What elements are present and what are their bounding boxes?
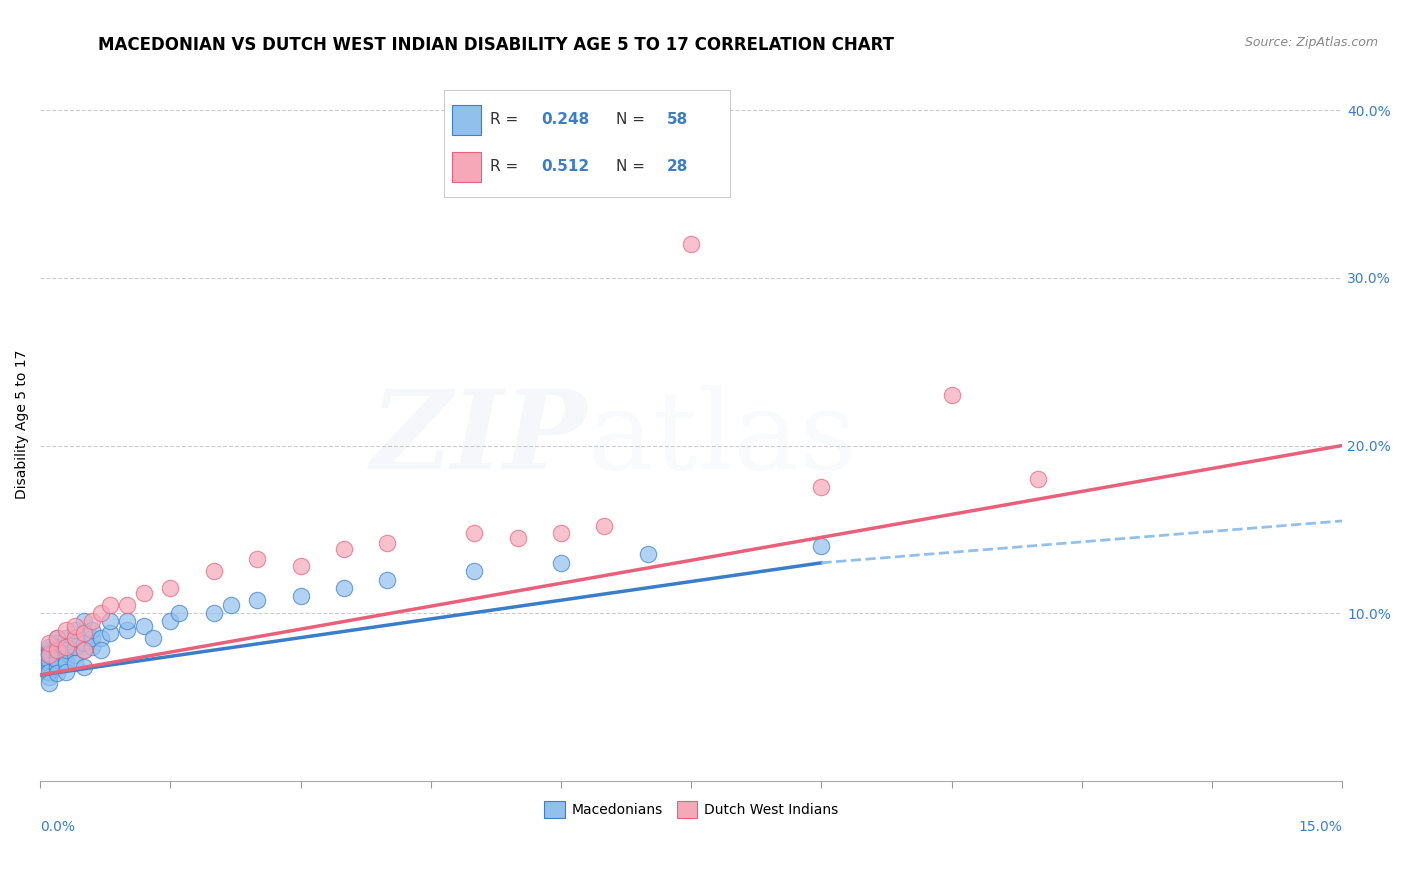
Point bbox=[38, 676, 60, 690]
Point bbox=[38, 643, 60, 657]
Text: atlas: atlas bbox=[588, 385, 856, 492]
Point bbox=[375, 573, 398, 587]
Point bbox=[115, 598, 138, 612]
Point bbox=[593, 519, 616, 533]
Point bbox=[82, 615, 104, 629]
Point bbox=[46, 651, 69, 665]
Text: 15.0%: 15.0% bbox=[1298, 820, 1343, 834]
Point bbox=[333, 581, 356, 595]
Point bbox=[46, 666, 69, 681]
Point bbox=[941, 388, 963, 402]
Point bbox=[90, 631, 112, 645]
Point bbox=[159, 581, 181, 595]
Point bbox=[82, 631, 104, 645]
Point bbox=[98, 626, 121, 640]
Point bbox=[46, 653, 69, 667]
Text: ZIP: ZIP bbox=[370, 385, 588, 492]
Point bbox=[1028, 472, 1050, 486]
Point bbox=[98, 615, 121, 629]
Point bbox=[63, 657, 86, 671]
Point bbox=[90, 606, 112, 620]
Point bbox=[55, 623, 77, 637]
Point bbox=[55, 653, 77, 667]
Point bbox=[98, 598, 121, 612]
Point bbox=[38, 659, 60, 673]
Point bbox=[46, 643, 69, 657]
Point bbox=[55, 643, 77, 657]
Point bbox=[38, 640, 60, 654]
Point bbox=[55, 646, 77, 660]
Y-axis label: Disability Age 5 to 17: Disability Age 5 to 17 bbox=[15, 350, 30, 500]
Point bbox=[38, 648, 60, 662]
Text: MACEDONIAN VS DUTCH WEST INDIAN DISABILITY AGE 5 TO 17 CORRELATION CHART: MACEDONIAN VS DUTCH WEST INDIAN DISABILI… bbox=[98, 36, 894, 54]
Point bbox=[63, 640, 86, 654]
Point bbox=[46, 636, 69, 650]
Point bbox=[38, 646, 60, 660]
Point bbox=[90, 643, 112, 657]
Point bbox=[63, 623, 86, 637]
Point bbox=[463, 564, 485, 578]
Point bbox=[506, 531, 529, 545]
Text: 0.0%: 0.0% bbox=[41, 820, 75, 834]
Point bbox=[38, 648, 60, 662]
Point bbox=[246, 552, 269, 566]
Point bbox=[72, 659, 94, 673]
Point bbox=[167, 606, 190, 620]
Point bbox=[134, 619, 156, 633]
Point bbox=[38, 653, 60, 667]
Point bbox=[142, 631, 165, 645]
Point bbox=[246, 592, 269, 607]
Point bbox=[375, 535, 398, 549]
Point bbox=[681, 237, 703, 252]
Point bbox=[810, 480, 832, 494]
Point bbox=[219, 598, 242, 612]
Point bbox=[38, 670, 60, 684]
Point bbox=[72, 626, 94, 640]
Point bbox=[55, 631, 77, 645]
Point bbox=[38, 636, 60, 650]
Point bbox=[46, 657, 69, 671]
Point bbox=[38, 665, 60, 679]
Point bbox=[202, 564, 225, 578]
Point bbox=[550, 525, 572, 540]
Point bbox=[63, 631, 86, 645]
Point bbox=[72, 615, 94, 629]
Point bbox=[637, 548, 659, 562]
Point bbox=[63, 631, 86, 645]
Point bbox=[115, 615, 138, 629]
Point bbox=[55, 640, 77, 654]
Point bbox=[290, 559, 312, 574]
Point bbox=[202, 606, 225, 620]
Point bbox=[550, 556, 572, 570]
Point bbox=[55, 665, 77, 679]
Point bbox=[115, 623, 138, 637]
Point bbox=[72, 636, 94, 650]
Point bbox=[55, 657, 77, 671]
Point bbox=[46, 631, 69, 645]
Point bbox=[463, 525, 485, 540]
Point bbox=[63, 619, 86, 633]
Point bbox=[82, 640, 104, 654]
Point bbox=[72, 643, 94, 657]
Point bbox=[810, 539, 832, 553]
Point bbox=[38, 657, 60, 671]
Point bbox=[159, 615, 181, 629]
Point bbox=[72, 643, 94, 657]
Point bbox=[46, 659, 69, 673]
Point bbox=[134, 586, 156, 600]
Point bbox=[46, 631, 69, 645]
Legend: Macedonians, Dutch West Indians: Macedonians, Dutch West Indians bbox=[538, 796, 844, 823]
Point bbox=[333, 542, 356, 557]
Point bbox=[290, 590, 312, 604]
Point bbox=[46, 640, 69, 654]
Point bbox=[82, 623, 104, 637]
Point bbox=[46, 646, 69, 660]
Point bbox=[63, 648, 86, 662]
Point bbox=[55, 640, 77, 654]
Text: Source: ZipAtlas.com: Source: ZipAtlas.com bbox=[1244, 36, 1378, 49]
